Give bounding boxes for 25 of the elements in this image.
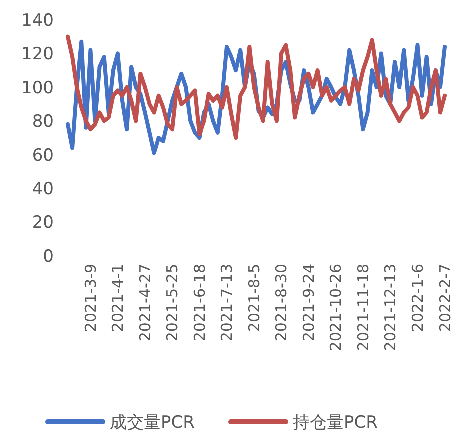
x-tick-label: 2021-8-30 bbox=[272, 264, 291, 342]
x-tick-label: 2021-7-13 bbox=[218, 264, 236, 342]
y-tick-label: 40 bbox=[32, 180, 54, 200]
legend-label: 持仓量PCR bbox=[293, 412, 378, 433]
y-tick-label: 0 bbox=[43, 246, 54, 267]
x-tick-label: 2021-9-24 bbox=[300, 264, 318, 342]
x-tick-label: 2021-4-1 bbox=[109, 264, 128, 332]
y-tick-label: 140 bbox=[22, 10, 54, 31]
x-tick-label: 2021-10-26 bbox=[327, 264, 346, 352]
x-tick-label: 2021-11-18 bbox=[354, 264, 372, 352]
x-tick-label: 2022-2-7 bbox=[436, 264, 454, 332]
x-tick-label: 2021-6-18 bbox=[190, 264, 209, 342]
x-tick-label: 2021-3-9 bbox=[82, 264, 100, 332]
legend-label: 成交量PCR bbox=[110, 412, 196, 433]
x-tick-label: 2021-8-5 bbox=[245, 264, 264, 332]
y-tick-label: 120 bbox=[22, 44, 54, 65]
y-tick-label: 100 bbox=[22, 78, 54, 98]
y-tick-label: 60 bbox=[32, 146, 54, 166]
y-tick-label: 20 bbox=[32, 213, 54, 234]
line-series bbox=[66, 34, 447, 140]
y-tick-label: 80 bbox=[32, 112, 54, 132]
x-tick-label: 2021-12-13 bbox=[382, 264, 400, 352]
x-tick-label: 2022-1-6 bbox=[408, 264, 427, 332]
x-tick-label: 2021-4-27 bbox=[136, 264, 154, 342]
x-tick-label: 2021-5-25 bbox=[164, 264, 182, 342]
